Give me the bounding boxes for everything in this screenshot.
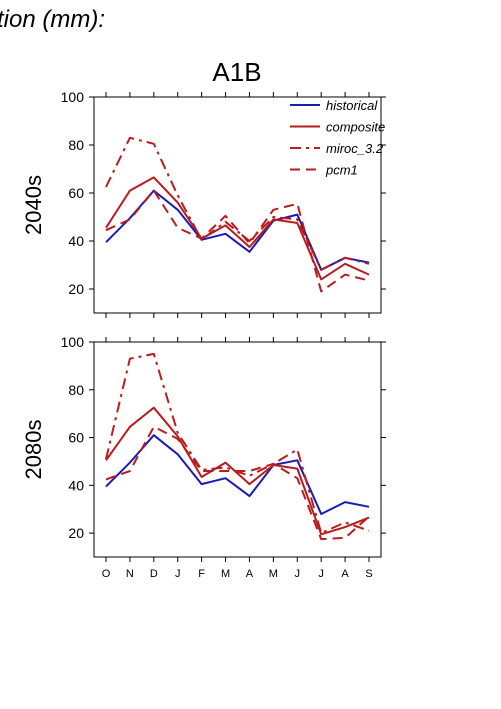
y-tick-label: 60 <box>68 430 84 446</box>
panel-2040s: 20 40 60 80 100 2040s <box>21 89 386 318</box>
x-tick-label: A <box>246 568 254 580</box>
x-tick-label: S <box>365 568 372 580</box>
series-line-composite <box>105 176 370 281</box>
legend-label-composite: composite <box>326 120 385 135</box>
series-line-pcm1 <box>105 189 370 293</box>
y-tick-label: 100 <box>61 334 85 350</box>
x-tick-label: N <box>126 568 134 580</box>
series-line-miroc_3.2 <box>105 136 370 271</box>
y-tick-label: 20 <box>68 525 84 541</box>
row-label-2040s: 2040s <box>21 175 46 235</box>
x-tick-label: F <box>198 568 205 580</box>
legend-label-miroc_3.2: miroc_3.2 <box>326 141 384 156</box>
legend-label-historical: historical <box>326 98 378 113</box>
y-tick-label: 80 <box>68 382 84 398</box>
series-line-pcm1 <box>105 425 370 541</box>
y-tick-label: 20 <box>68 281 84 297</box>
legend-label-pcm1: pcm1 <box>325 163 358 178</box>
panels-group: 20 40 60 80 100 2040s 20 40 60 80 100 2080s O N D J F M A M… <box>21 89 386 580</box>
plot-frame <box>93 341 382 558</box>
y-tick-label: 100 <box>61 89 85 105</box>
x-tick-label: A <box>341 568 349 580</box>
x-tick-label: D <box>150 568 158 580</box>
row-label-2080s: 2080s <box>21 420 46 480</box>
y-tick-label: 60 <box>68 185 84 201</box>
x-tick-label: M <box>269 568 278 580</box>
figure-title: tion (mm): <box>0 6 105 33</box>
y-tick-label: 40 <box>68 477 84 493</box>
x-tick-label: J <box>318 568 324 580</box>
y-tick-label: 80 <box>68 137 84 153</box>
panel-2080s: 20 40 60 80 100 2080s <box>21 334 386 562</box>
series-line-composite <box>105 406 370 536</box>
plot-frame <box>93 96 382 314</box>
chart-title: A1B <box>212 57 261 87</box>
x-tick-label: O <box>102 568 111 580</box>
series-line-historical <box>105 434 370 515</box>
y-tick-label: 40 <box>68 233 84 249</box>
legend: historical composite miroc_3.2 pcm1 <box>290 98 385 178</box>
x-tick-label: J <box>175 568 181 580</box>
x-tick-label: J <box>295 568 301 580</box>
x-tick-label: M <box>221 568 230 580</box>
